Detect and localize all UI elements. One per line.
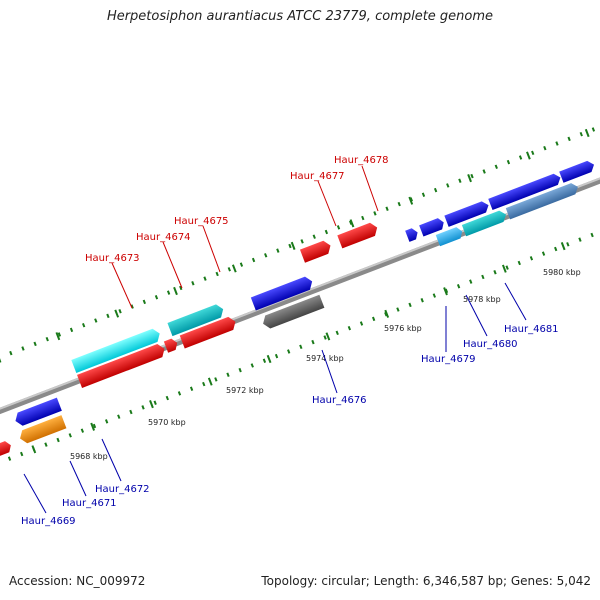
gene-arrow[interactable] bbox=[167, 303, 225, 337]
genome-summary: Topology: circular; Length: 6,346,587 bp… bbox=[261, 574, 591, 588]
forward-strand-outer[interactable] bbox=[0, 140, 600, 436]
gene-arrow[interactable] bbox=[337, 221, 379, 249]
gene-arrow[interactable] bbox=[18, 415, 67, 445]
gene-label: Haur_4669 bbox=[21, 516, 76, 527]
forward-strand-inner[interactable] bbox=[0, 174, 594, 459]
tick-label: 5978 kbp bbox=[463, 295, 501, 304]
gene-labels-forward[interactable]: Haur_4673 Haur_4674 Haur_4675 Haur_4677 … bbox=[85, 155, 389, 264]
gene-arrow[interactable] bbox=[505, 181, 580, 220]
gene-label: Haur_4679 bbox=[421, 354, 476, 365]
tick-label: 5980 kbp bbox=[543, 268, 581, 277]
gene-label: Haur_4678 bbox=[334, 155, 389, 166]
major-ticks-inner bbox=[31, 242, 566, 454]
gene-arrow[interactable] bbox=[299, 239, 333, 263]
gene-labels-reverse[interactable]: Haur_4669 Haur_4671 Haur_4672 Haur_4676 … bbox=[21, 324, 559, 527]
major-ticks-outer bbox=[0, 128, 590, 363]
gene-label: Haur_4675 bbox=[174, 216, 229, 227]
gene-arrow[interactable] bbox=[0, 440, 13, 456]
tick-line-outer bbox=[0, 75, 600, 402]
reverse-strand[interactable] bbox=[0, 294, 332, 486]
gene-label: Haur_4677 bbox=[290, 171, 345, 182]
gene-label: Haur_4672 bbox=[95, 484, 150, 495]
genome-track bbox=[0, 75, 600, 494]
gene-arrow[interactable] bbox=[261, 294, 325, 331]
gene-label: Haur_4671 bbox=[62, 498, 117, 509]
gene-arrow[interactable] bbox=[435, 226, 465, 247]
gene-arrow[interactable] bbox=[13, 397, 62, 428]
tick-label: 5968 kbp bbox=[70, 452, 108, 461]
gene-arrow[interactable] bbox=[488, 172, 562, 211]
gene-arrow[interactable] bbox=[77, 342, 167, 388]
gene-arrow[interactable] bbox=[250, 275, 315, 311]
gene-label: Haur_4674 bbox=[136, 232, 191, 243]
gene-arrow[interactable] bbox=[419, 217, 446, 237]
gene-arrow[interactable] bbox=[179, 315, 238, 349]
gene-arrow[interactable] bbox=[405, 227, 420, 242]
map-title: Herpetosiphon aurantiacus ATCC 23779, co… bbox=[106, 9, 494, 24]
tick-label: 5976 kbp bbox=[384, 324, 422, 333]
tick-label: 5972 kbp bbox=[226, 386, 264, 395]
gene-label: Haur_4676 bbox=[312, 395, 367, 406]
gene-label: Haur_4681 bbox=[504, 324, 559, 335]
gene-label: Haur_4680 bbox=[463, 339, 518, 350]
gene-arrow[interactable] bbox=[444, 200, 490, 227]
gene-arrow[interactable] bbox=[163, 337, 180, 353]
label-leaders bbox=[23, 165, 527, 514]
accession-text: Accession: NC_009972 bbox=[9, 574, 146, 588]
gene-label: Haur_4673 bbox=[85, 253, 140, 264]
gene-arrow[interactable] bbox=[71, 327, 162, 374]
tick-label: 5970 kbp bbox=[148, 418, 186, 427]
position-labels: 5968 kbp 5970 kbp 5972 kbp 5974 kbp 5976… bbox=[70, 268, 581, 461]
gene-arrow[interactable] bbox=[461, 209, 508, 237]
gene-arrow[interactable] bbox=[559, 159, 596, 183]
